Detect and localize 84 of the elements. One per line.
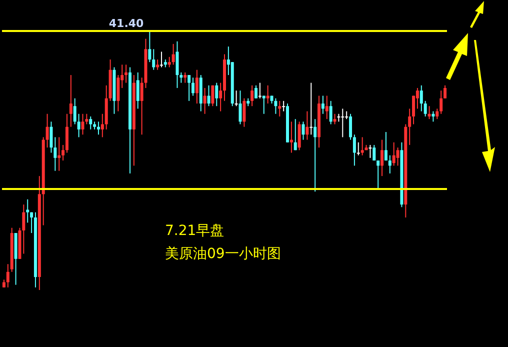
candlestick xyxy=(238,90,242,125)
candlestick xyxy=(81,113,84,136)
candlestick xyxy=(215,82,218,107)
candlestick xyxy=(184,72,187,84)
candlestick xyxy=(444,84,447,99)
candlestick xyxy=(58,136,61,172)
candlestick xyxy=(376,160,380,190)
candlestick xyxy=(380,139,384,177)
candlestick xyxy=(148,30,152,63)
annotation: 41.40 xyxy=(108,17,144,30)
candlestick xyxy=(207,84,210,107)
candlestick xyxy=(274,98,278,114)
candlestick xyxy=(302,121,305,140)
candlestick xyxy=(282,100,286,112)
candlestick xyxy=(333,113,336,125)
candlestick xyxy=(188,74,191,102)
annotation: 美原油09一小时图 xyxy=(165,246,281,262)
candlestick xyxy=(424,100,427,117)
candlestick xyxy=(85,113,88,125)
candlestick xyxy=(89,116,92,130)
candlestick xyxy=(62,144,65,161)
candlestick xyxy=(124,64,128,84)
candlestick xyxy=(254,84,258,99)
candlestick xyxy=(310,82,313,136)
candlestick xyxy=(116,74,120,112)
candlestick xyxy=(234,90,238,107)
candlestick xyxy=(325,95,328,120)
candlestick xyxy=(46,113,49,148)
candlestick xyxy=(294,118,297,151)
candlestick xyxy=(388,154,392,174)
candlestick xyxy=(195,69,198,104)
candlestick xyxy=(176,40,179,88)
candlestick xyxy=(349,113,352,140)
candlestick xyxy=(384,132,388,161)
candlestick xyxy=(73,98,76,125)
candlestick xyxy=(262,95,266,114)
candlestick xyxy=(136,72,140,110)
candlestick xyxy=(290,121,293,154)
candlestick xyxy=(352,134,356,166)
candlestick xyxy=(368,144,372,158)
candlestick xyxy=(26,198,30,224)
candlestick xyxy=(156,58,160,70)
candlestick xyxy=(356,142,360,156)
candlestick xyxy=(96,121,100,136)
candlestick xyxy=(428,106,431,120)
candlestick xyxy=(242,98,246,128)
candlestick xyxy=(440,90,443,114)
candlestick xyxy=(30,212,34,234)
candlestick xyxy=(392,142,396,166)
candlestick xyxy=(436,108,439,120)
candlestick xyxy=(266,84,270,104)
candlestick xyxy=(298,121,301,151)
candlestick xyxy=(172,43,175,66)
candlestick xyxy=(100,113,104,138)
candlestick xyxy=(258,82,262,99)
candlestick xyxy=(6,264,10,288)
candlestick xyxy=(420,84,423,112)
candlestick xyxy=(219,82,222,112)
candlestick xyxy=(321,95,324,114)
candlestick xyxy=(211,84,214,107)
candlestick xyxy=(203,87,206,114)
candlestick xyxy=(372,144,376,161)
candlestick xyxy=(408,108,412,146)
candlestick xyxy=(69,74,72,128)
candlestick xyxy=(152,48,156,70)
candlestick xyxy=(191,77,194,96)
candlestick xyxy=(65,113,68,154)
candlestick xyxy=(341,108,344,138)
candlestick xyxy=(360,136,364,156)
candlestick xyxy=(77,113,80,138)
candlestick xyxy=(250,84,254,107)
candlestick xyxy=(168,56,171,68)
candlestick xyxy=(180,72,183,84)
candlestick xyxy=(160,51,163,68)
candlestick xyxy=(50,121,53,154)
candlestick xyxy=(54,136,57,172)
annotation: 7.21早盘 xyxy=(165,223,224,239)
candlestick xyxy=(432,110,435,122)
candlestick xyxy=(22,204,26,254)
candlestick xyxy=(314,118,317,192)
candlestick xyxy=(278,100,282,117)
candlestick xyxy=(396,147,400,166)
candlestick xyxy=(329,100,332,125)
candlestick xyxy=(306,110,309,140)
